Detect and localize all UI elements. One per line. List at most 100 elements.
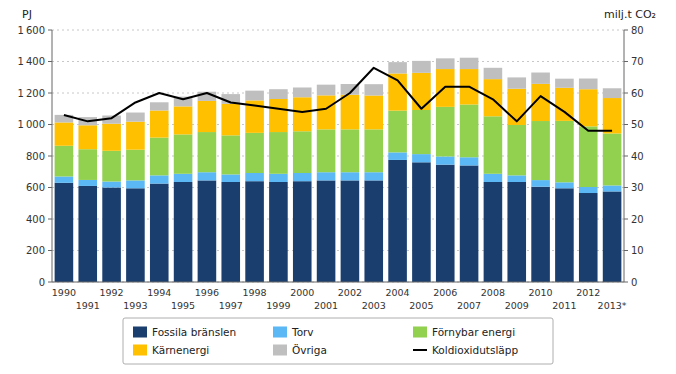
x-tick-label: 1996: [195, 287, 219, 298]
bar: [78, 149, 97, 180]
bar: [555, 121, 574, 182]
bar: [531, 73, 550, 84]
bar: [364, 96, 383, 130]
y2-tick-label: 80: [631, 25, 644, 36]
y2-tick: [624, 156, 628, 157]
bar: [221, 182, 240, 282]
y2-tick: [624, 250, 628, 251]
y2-tick-label: 0: [631, 277, 637, 288]
bar: [484, 174, 503, 182]
bar: [388, 73, 407, 110]
bar: [436, 58, 455, 69]
bar: [126, 113, 145, 122]
bar: [388, 111, 407, 153]
grid-line: [52, 282, 624, 283]
x-tick-label: 2010: [528, 287, 552, 298]
bar: [126, 180, 145, 188]
bar: [484, 182, 503, 282]
bar: [603, 191, 622, 282]
y-tick-label: 1 200: [18, 88, 45, 99]
x-tick-label: 1998: [242, 287, 266, 298]
x-tick-label: 2001: [314, 300, 338, 311]
y2-tick-label: 50: [631, 119, 644, 130]
bar: [412, 154, 431, 162]
legend-swatch: [413, 349, 427, 351]
bar: [507, 182, 526, 282]
line: [64, 68, 612, 131]
x-tick-labels: 1990199119921993199419951996199719981999…: [52, 287, 627, 311]
y-tick: [48, 124, 52, 125]
y2-tick: [624, 61, 628, 62]
bar: [603, 133, 622, 185]
bar: [460, 58, 479, 69]
bar: [317, 180, 336, 282]
legend-frame: [123, 318, 553, 364]
legend-label: Koldioxidutsläpp: [432, 344, 518, 356]
bar: [555, 188, 574, 282]
bar: [484, 79, 503, 116]
y2-tick-label: 10: [631, 245, 644, 256]
bar: [269, 132, 288, 174]
y-tick: [48, 219, 52, 220]
bar-series: [55, 69, 622, 151]
bar: [221, 104, 240, 135]
bar: [317, 129, 336, 172]
legend-swatch: [273, 327, 287, 338]
y2-tick: [624, 93, 628, 94]
legend-swatch: [133, 327, 147, 338]
y-tick: [48, 61, 52, 62]
bar: [341, 172, 360, 180]
x-tick-label: 2003: [362, 300, 386, 311]
bar: [412, 61, 431, 73]
x-axis-line: [52, 282, 624, 283]
y-tick-label: 200: [26, 245, 45, 256]
bar: [150, 184, 169, 282]
bar: [55, 176, 74, 182]
bar: [293, 97, 312, 131]
bar: [55, 122, 74, 145]
chart: 02004006008001 0001 2001 4001 6000102030…: [0, 0, 676, 374]
bar: [198, 132, 217, 172]
bar: [364, 172, 383, 180]
x-tick-label: 1990: [52, 287, 76, 298]
grid: [52, 30, 624, 282]
x-tick-label: 2007: [457, 300, 481, 311]
x-tick-label: 1993: [123, 300, 147, 311]
axes: 02004006008001 0001 2001 4001 6000102030…: [18, 25, 644, 288]
y-tick: [48, 93, 52, 94]
legend-label: Övriga: [292, 344, 327, 356]
y-tick: [48, 187, 52, 188]
bar: [317, 172, 336, 180]
bar: [388, 62, 407, 73]
bar: [126, 150, 145, 181]
bar: [102, 188, 121, 283]
y2-tick: [624, 219, 628, 220]
legend: Fossila bränslenTorvFörnybar energiKärne…: [123, 318, 553, 364]
y2-axis-label: milj.t CO₂: [604, 8, 656, 21]
bar: [221, 135, 240, 174]
bar: [102, 124, 121, 151]
x-tick-label: 2008: [481, 287, 505, 298]
x-tick-label: 2002: [338, 287, 362, 298]
bar: [221, 174, 240, 182]
x-tick-label: 1994: [147, 287, 171, 298]
x-tick-label: 2000: [290, 287, 314, 298]
bar: [78, 125, 97, 149]
legend-label: Torv: [291, 326, 314, 338]
bar-series: [55, 58, 622, 126]
bar: [388, 160, 407, 282]
bar: [579, 126, 598, 187]
y-tick-label: 600: [26, 182, 45, 193]
bar: [460, 104, 479, 157]
bar: [555, 182, 574, 188]
y2-tick-label: 30: [631, 182, 644, 193]
bar: [507, 77, 526, 88]
x-tick-label: 1991: [76, 300, 100, 311]
bar: [579, 187, 598, 193]
marks: [55, 58, 622, 282]
bar: [245, 181, 264, 282]
bar: [317, 85, 336, 96]
y2-tick-label: 40: [631, 151, 644, 162]
legend-swatch: [273, 345, 287, 356]
bar: [412, 162, 431, 282]
